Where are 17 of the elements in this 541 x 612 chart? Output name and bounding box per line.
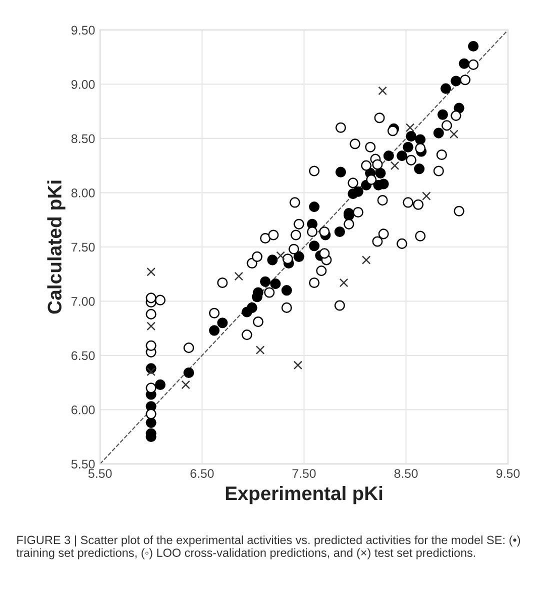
- x-axis-title: Experimental pKi: [226, 486, 382, 504]
- x-tick-label: 5.50: [88, 469, 112, 478]
- y-tick-label: 5.50: [71, 460, 95, 469]
- y-tick-label: 9.00: [71, 80, 95, 89]
- y-tick-label: 6.00: [72, 405, 95, 414]
- y-tick-label: 9.50: [71, 26, 95, 35]
- y-tick-label: 8.50: [71, 134, 95, 144]
- y-tick-label: 6.50: [72, 351, 95, 360]
- y-tick-label: 8.00: [71, 188, 95, 198]
- y-tick-label: 7.50: [72, 242, 95, 252]
- x-tick-label: 9.50: [496, 469, 520, 478]
- y-axis-title: Calculated pKi: [47, 180, 66, 314]
- y-tick-label: 7.00: [72, 296, 95, 306]
- x-tick-label: 8.50: [394, 469, 418, 478]
- caption: FIGURE 3 | Scatter plot of the experimental activities vs. predicted activities for the model SE: (•) training set predictions, (◦) LOO cross-validation predictions, and (×) test set predictions.: [16, 536, 520, 560]
- x-tick-label: 7.50: [292, 469, 316, 478]
- x-tick-label: 6.50: [190, 469, 214, 478]
